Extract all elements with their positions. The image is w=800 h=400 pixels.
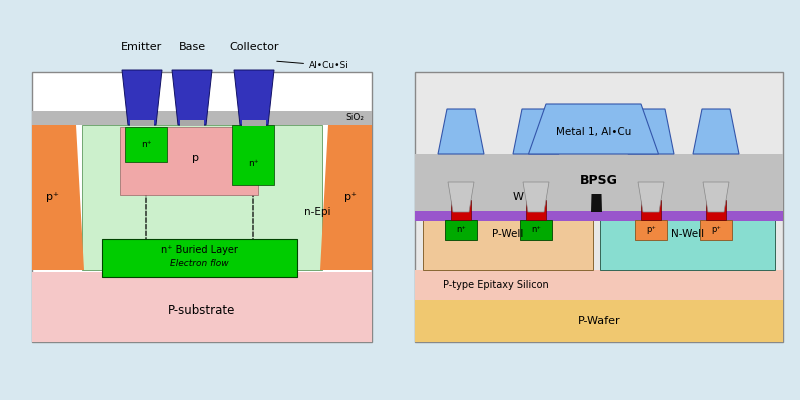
Bar — [706, 200, 726, 220]
Polygon shape — [234, 70, 274, 125]
Bar — [125, 127, 167, 162]
Bar — [415, 270, 783, 300]
Text: p⁺: p⁺ — [343, 192, 357, 202]
Text: Electron flow: Electron flow — [170, 259, 229, 268]
Text: p: p — [193, 152, 199, 162]
Bar — [635, 220, 667, 240]
Text: SiO₂: SiO₂ — [345, 114, 364, 122]
Bar — [415, 211, 783, 221]
Bar — [520, 220, 552, 240]
Polygon shape — [591, 194, 602, 212]
Text: P-type Epitaxy Silicon: P-type Epitaxy Silicon — [443, 280, 549, 290]
Bar — [102, 239, 297, 277]
Bar — [32, 72, 372, 342]
Bar — [415, 72, 783, 342]
Bar — [180, 120, 204, 126]
Text: p⁺: p⁺ — [46, 192, 58, 202]
Bar — [451, 200, 471, 220]
Bar — [415, 300, 783, 342]
Text: BPSG: BPSG — [580, 174, 618, 186]
Polygon shape — [320, 125, 372, 270]
Bar — [242, 120, 266, 126]
Text: P-substrate: P-substrate — [168, 304, 236, 317]
Polygon shape — [529, 104, 658, 154]
Polygon shape — [628, 109, 674, 154]
Text: p⁺: p⁺ — [711, 226, 721, 234]
Polygon shape — [172, 70, 212, 125]
Bar — [130, 120, 154, 126]
Bar — [700, 220, 732, 240]
Bar — [32, 272, 372, 342]
Bar — [120, 127, 258, 195]
Polygon shape — [513, 109, 559, 154]
Text: n-Epi: n-Epi — [304, 207, 330, 217]
Text: n⁺: n⁺ — [248, 160, 258, 168]
Polygon shape — [32, 125, 84, 270]
Polygon shape — [703, 182, 729, 212]
Bar — [415, 154, 783, 212]
Text: Base: Base — [178, 42, 206, 52]
Polygon shape — [638, 182, 664, 212]
Bar — [445, 220, 477, 240]
Bar — [526, 200, 546, 220]
Bar — [641, 200, 661, 220]
Text: P-Wafer: P-Wafer — [578, 316, 620, 326]
Bar — [82, 125, 322, 270]
Polygon shape — [122, 70, 162, 125]
Text: Emitter: Emitter — [122, 42, 162, 52]
Polygon shape — [523, 182, 549, 212]
Polygon shape — [438, 109, 484, 154]
Text: P-Well: P-Well — [492, 229, 524, 239]
Bar — [600, 220, 775, 270]
Text: Collector: Collector — [230, 42, 278, 52]
Text: Metal 1, Al•Cu: Metal 1, Al•Cu — [556, 126, 631, 136]
Polygon shape — [693, 109, 739, 154]
Text: n⁺: n⁺ — [531, 226, 541, 234]
Bar — [232, 125, 274, 185]
Text: n⁺ Buried Layer: n⁺ Buried Layer — [161, 245, 238, 255]
Text: W: W — [513, 192, 523, 202]
Bar — [423, 220, 593, 270]
Text: N-Well: N-Well — [671, 229, 704, 239]
Polygon shape — [448, 182, 474, 212]
Text: p⁺: p⁺ — [646, 226, 656, 234]
Text: Al•Cu•Si: Al•Cu•Si — [277, 61, 349, 70]
Text: n⁺: n⁺ — [456, 226, 466, 234]
Bar — [32, 111, 372, 125]
Text: n⁺: n⁺ — [141, 140, 151, 149]
